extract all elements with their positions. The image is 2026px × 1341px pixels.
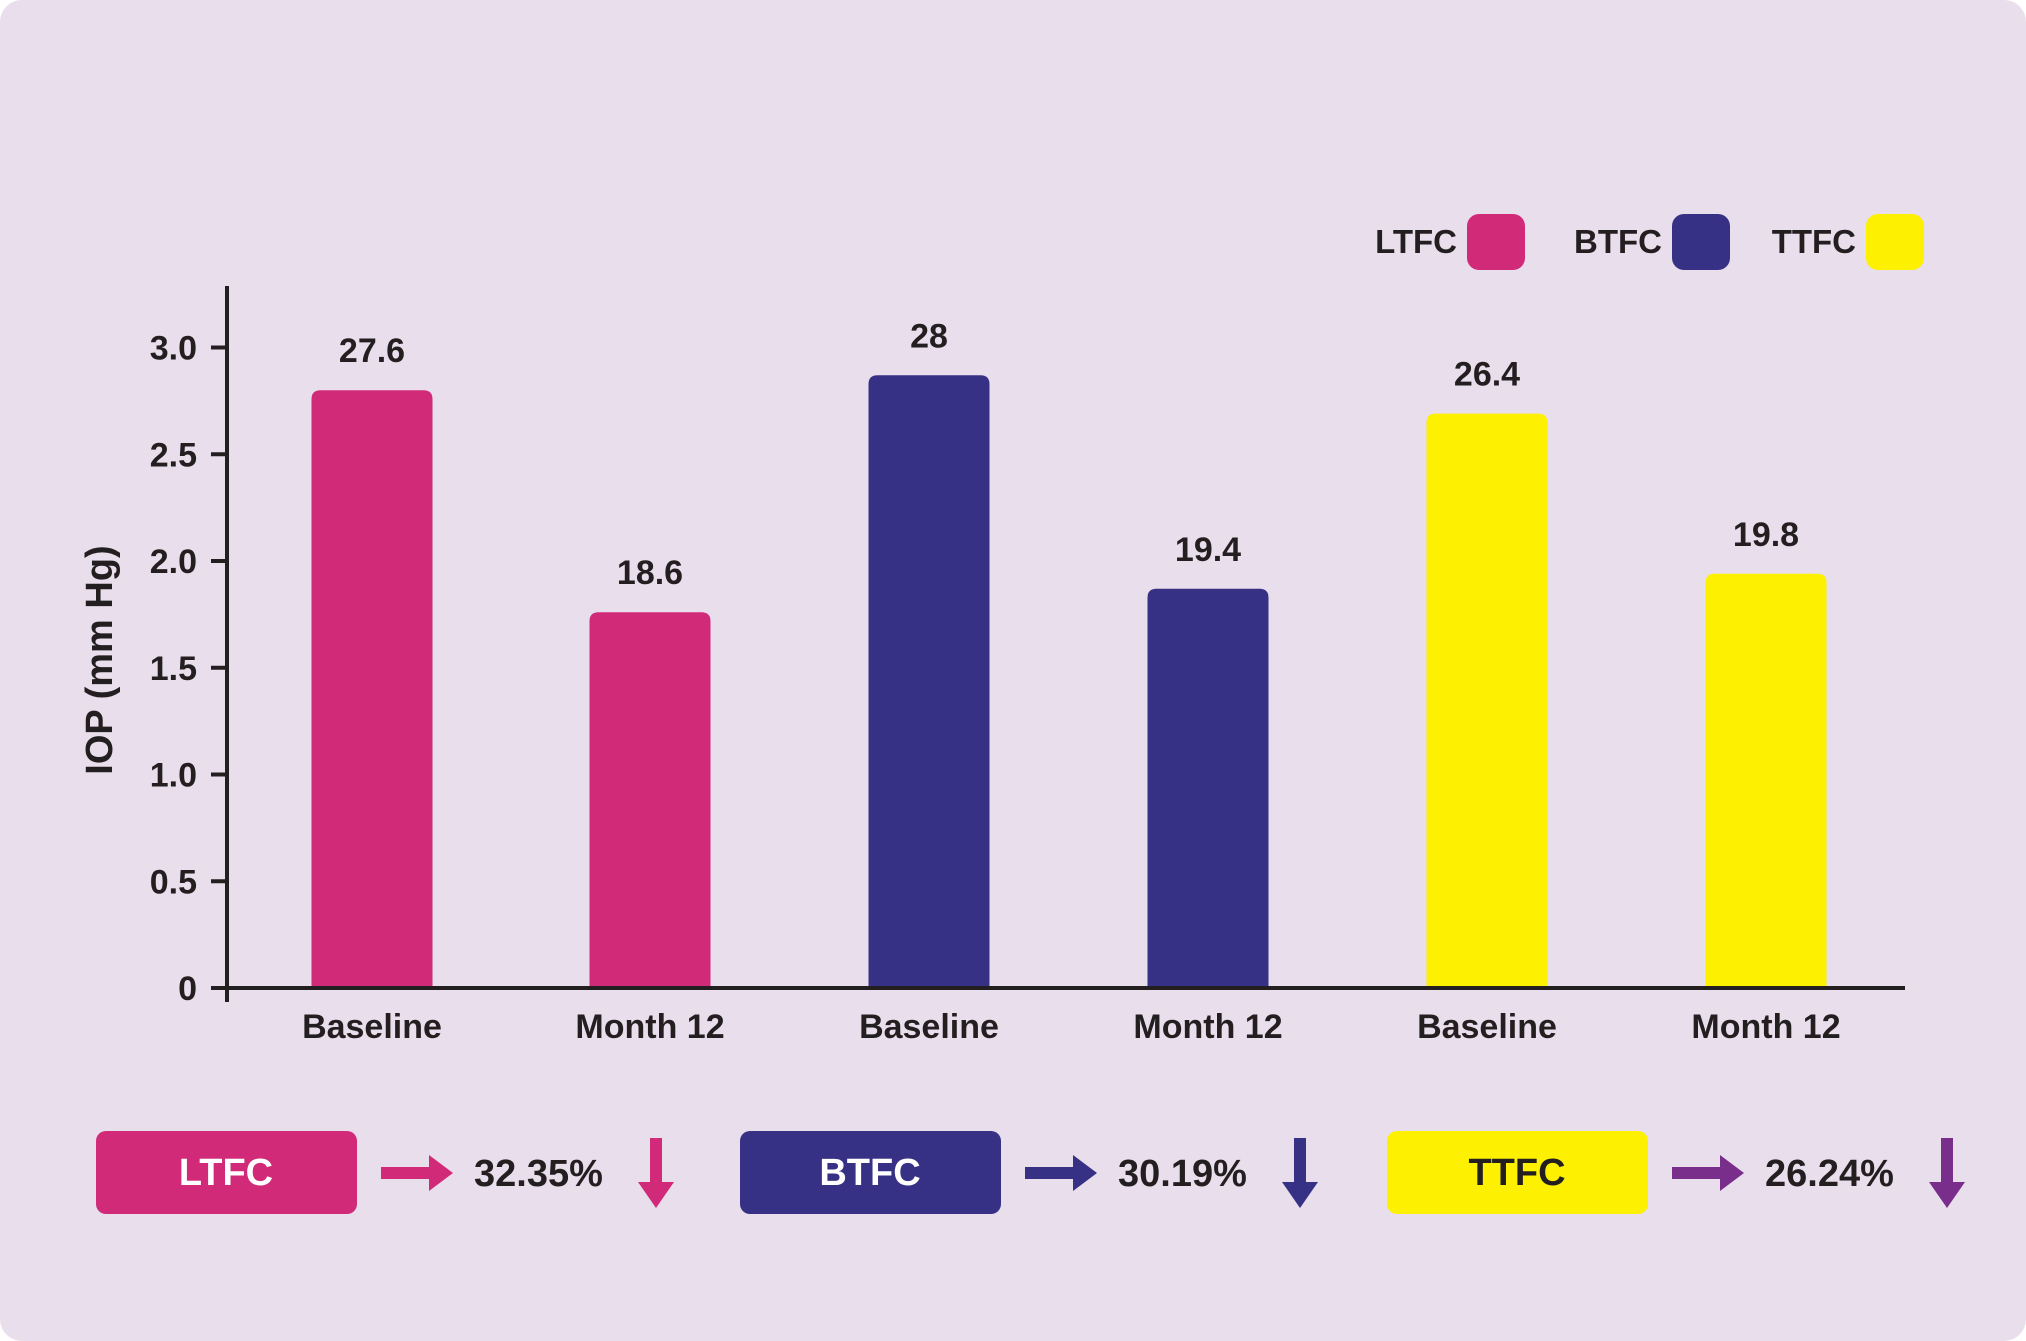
bars: 27.6 18.6 28 19.4 26.4 19.8 [311,317,1827,988]
summary-badge [1387,1131,1648,1214]
x-tick-label: Month 12 [1691,1008,1840,1046]
down-arrow-icon [638,1138,674,1208]
y-tick-label: 2.5 [150,436,197,474]
summary-percent: 32.35% [474,1153,603,1195]
y-tick-label: 1.0 [150,757,197,795]
reduction-summary: LTFC 32.35% BTFC 30.19% TTFC 26.24% [96,1131,1965,1214]
summary-ltfc: LTFC 32.35% [96,1131,674,1214]
y-tick-label: 0.5 [150,863,197,901]
y-axis: 0 0.5 1.0 1.5 2.0 2.5 3.0 [150,286,229,1008]
right-arrow-icon [1025,1155,1097,1191]
summary-percent: 26.24% [1765,1153,1894,1195]
data-label: 19.8 [1733,516,1799,554]
bar-btfc-baseline [868,375,990,988]
x-axis: Baseline Month 12 Baseline Month 12 Baseline… [225,986,1905,1046]
bar-ttfc-baseline [1426,413,1548,988]
data-label: 27.6 [339,332,405,370]
y-tick-label: 2.0 [150,543,197,581]
legend-swatch-ttfc [1866,214,1924,270]
summary-badge-label: LTFC [179,1152,273,1194]
data-label: 18.6 [617,554,683,592]
legend-label-ltfc: LTFC [1375,223,1457,260]
down-arrow-icon [1929,1138,1965,1208]
data-label: 19.4 [1175,531,1241,569]
bar-ltfc-month-12 [589,612,711,988]
x-tick-label: Month 12 [1133,1008,1282,1046]
summary-ttfc: TTFC 26.24% [1387,1131,1965,1214]
x-tick-label: Baseline [859,1008,999,1046]
right-arrow-icon [381,1155,453,1191]
legend: LTFC BTFC TTFC [1375,214,1924,270]
legend-swatch-ltfc [1467,214,1525,270]
right-arrow-icon [1672,1155,1744,1191]
bar-ltfc-baseline [311,390,433,988]
summary-badge-label: TTFC [1468,1152,1565,1194]
summary-badge-label: BTFC [819,1152,920,1194]
legend-label-btfc: BTFC [1574,223,1662,260]
y-tick-label: 1.5 [150,650,197,688]
summary-percent: 30.19% [1118,1153,1247,1195]
down-arrow-icon [1282,1138,1318,1208]
legend-label-ttfc: TTFC [1772,223,1856,260]
x-tick-label: Month 12 [575,1008,724,1046]
x-tick-label: Baseline [302,1008,442,1046]
summary-btfc: BTFC 30.19% [740,1131,1318,1214]
data-label: 26.4 [1454,356,1520,394]
y-tick-label: 0 [178,970,197,1008]
y-axis-title: IOP (mm Hg) [79,545,121,774]
summary-badge [740,1131,1001,1214]
y-tick-label: 3.0 [150,330,197,368]
summary-badge [96,1131,357,1214]
bar-ttfc-month-12 [1705,573,1827,988]
x-tick-label: Baseline [1417,1008,1557,1046]
data-label: 28 [910,317,948,355]
bar-btfc-month-12 [1147,588,1269,988]
legend-swatch-btfc [1672,214,1730,270]
